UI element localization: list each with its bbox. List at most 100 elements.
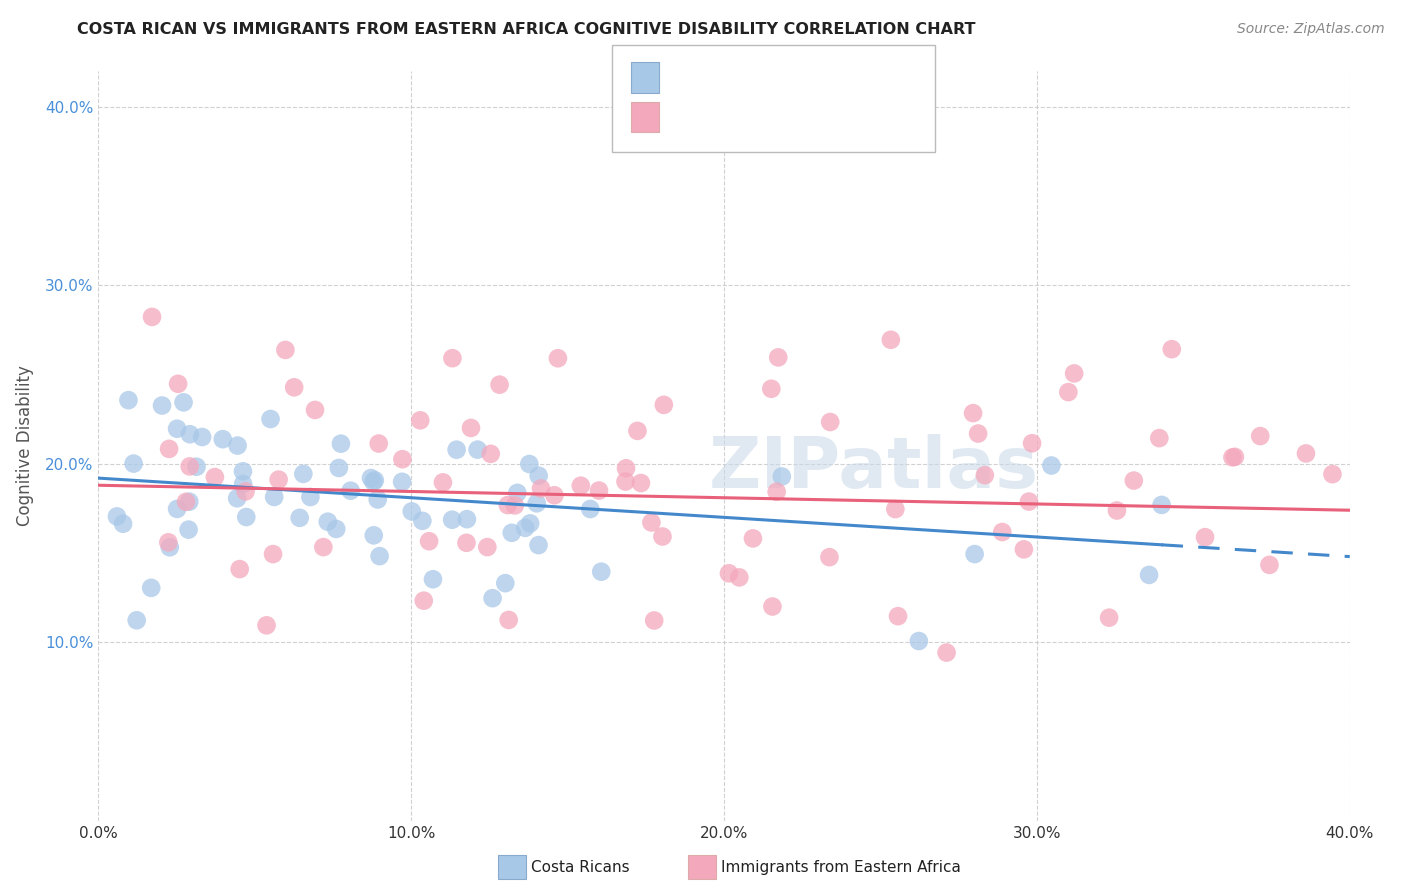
Point (226, 491, 249, 506)
Point (496, 498, 519, 512)
Point (530, 482, 553, 496)
Text: Source: ZipAtlas.com: Source: ZipAtlas.com (1237, 22, 1385, 37)
Point (263, 490, 285, 504)
Point (494, 576, 516, 591)
Text: 78: 78 (800, 107, 823, 125)
Point (125, 613, 148, 627)
Point (1012, 542, 1035, 557)
Point (299, 490, 322, 504)
Point (519, 516, 541, 531)
Point (460, 421, 482, 435)
Point (1137, 568, 1160, 582)
Point (446, 442, 468, 457)
Point (526, 496, 548, 510)
Point (391, 475, 413, 489)
Point (1322, 467, 1344, 482)
Point (908, 634, 931, 648)
Point (488, 377, 510, 392)
Point (329, 436, 352, 450)
Point (368, 549, 391, 563)
Point (818, 550, 841, 565)
Point (547, 351, 569, 366)
Point (157, 442, 180, 456)
Point (467, 442, 489, 457)
Point (441, 513, 464, 527)
Point (411, 514, 433, 528)
Y-axis label: Cognitive Disability: Cognitive Disability (15, 366, 34, 526)
Point (614, 461, 637, 475)
Point (640, 516, 662, 530)
Point (515, 521, 537, 535)
Point (456, 512, 478, 526)
Point (973, 468, 995, 483)
Point (112, 516, 135, 531)
Point (962, 406, 984, 420)
Point (479, 447, 502, 461)
Point (363, 528, 385, 542)
Point (1057, 385, 1080, 400)
Point (186, 459, 208, 474)
Point (543, 488, 565, 502)
Point (173, 395, 195, 409)
Point (141, 310, 163, 324)
Point (259, 412, 281, 426)
Point (191, 430, 214, 444)
Point (304, 403, 326, 417)
Point (211, 432, 233, 446)
Point (174, 495, 197, 509)
Point (292, 467, 315, 481)
Point (232, 464, 254, 478)
Point (991, 524, 1014, 539)
Point (235, 484, 257, 499)
Point (626, 424, 648, 438)
Point (742, 532, 765, 546)
Point (267, 473, 290, 487)
Point (935, 646, 957, 660)
Point (643, 614, 665, 628)
Point (228, 562, 250, 576)
Point (1295, 446, 1317, 460)
Point (579, 502, 602, 516)
Point (630, 476, 652, 491)
Point (166, 422, 188, 436)
Point (761, 599, 783, 614)
Point (1018, 494, 1040, 508)
Point (1149, 431, 1171, 445)
Point (728, 570, 751, 584)
Text: -0.110: -0.110 (695, 107, 754, 125)
Point (887, 609, 910, 624)
Point (159, 541, 181, 555)
Text: R =: R = (666, 107, 703, 125)
Point (1223, 450, 1246, 464)
Point (880, 333, 903, 347)
Point (652, 398, 675, 412)
Point (409, 413, 432, 427)
Point (456, 536, 478, 550)
Point (498, 613, 520, 627)
Point (177, 523, 200, 537)
Point (166, 502, 188, 516)
Point (1122, 474, 1144, 488)
Text: Immigrants from Eastern Africa: Immigrants from Eastern Africa (721, 860, 962, 874)
Point (527, 468, 550, 483)
Point (770, 469, 793, 483)
Point (141, 581, 163, 595)
Point (1150, 498, 1173, 512)
Text: COSTA RICAN VS IMMIGRANTS FROM EASTERN AFRICA COGNITIVE DISABILITY CORRELATION C: COSTA RICAN VS IMMIGRANTS FROM EASTERN A… (77, 22, 976, 37)
Point (360, 471, 382, 485)
Point (422, 572, 444, 586)
Point (157, 535, 180, 549)
Point (477, 540, 499, 554)
Point (1222, 450, 1244, 465)
Point (235, 510, 257, 524)
Point (364, 473, 387, 487)
Point (506, 486, 529, 500)
Text: Costa Ricans: Costa Ricans (531, 860, 630, 874)
Point (179, 494, 201, 508)
Point (401, 504, 423, 518)
Point (339, 483, 361, 498)
Point (1105, 503, 1128, 517)
Point (1249, 429, 1271, 443)
Point (441, 351, 464, 366)
Point (527, 538, 550, 552)
